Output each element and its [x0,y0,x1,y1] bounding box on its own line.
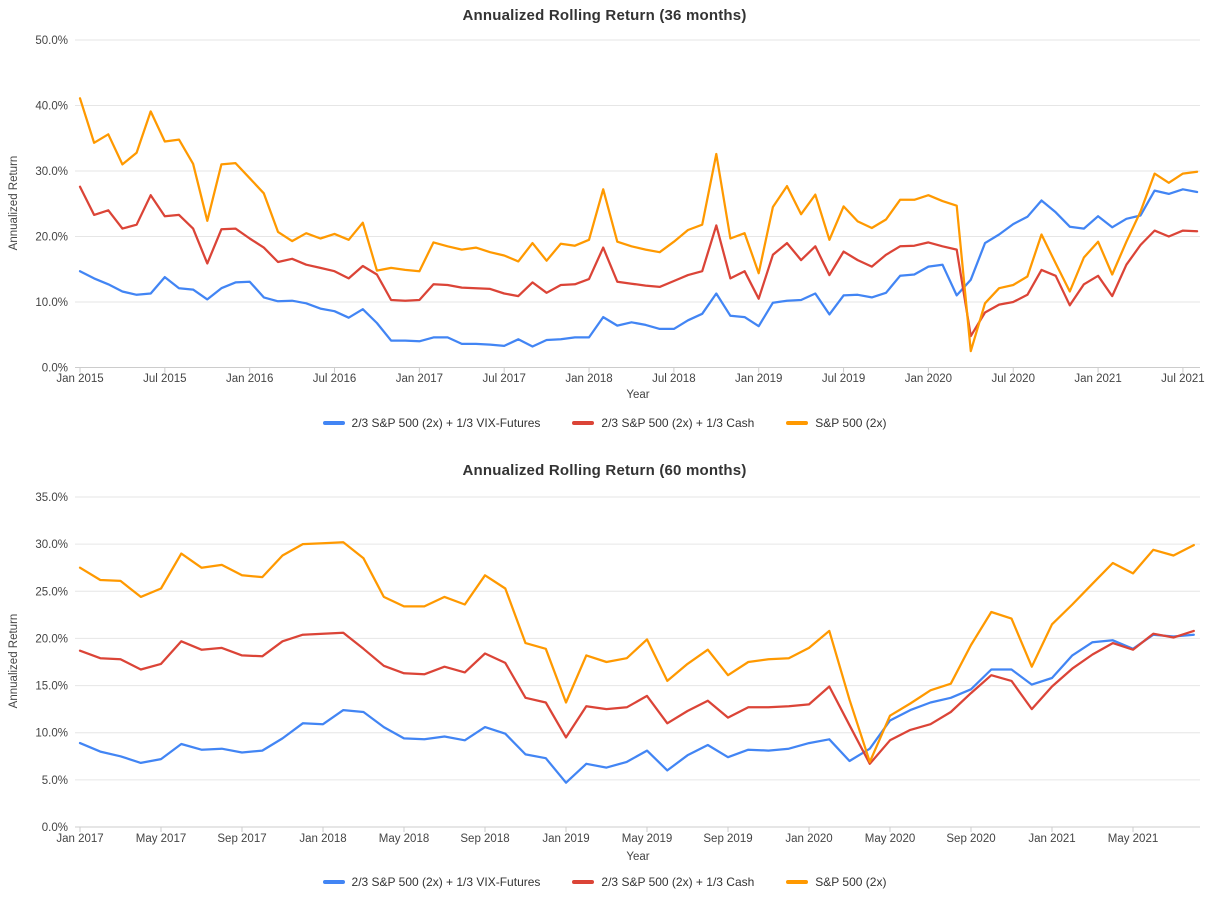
chart-60m-section: 0.0% 5.0% 10.0% 15.0% 20.0% 25.0% 30.0% 35.0% Ja… [0,455,1209,899]
x-tick-label: May 2021 [1108,833,1159,845]
series-sp500-2x-line[interactable] [78,541,1195,764]
y-tick-label: 20.0% [35,633,68,645]
x-tick-label: Jan 2019 [735,373,782,385]
x-tick-label: Jan 2019 [542,833,589,845]
y-tick-label: 15.0% [35,681,68,693]
legend-swatch [322,421,345,425]
chart-36m-x-axis-title: Year [626,389,650,401]
y-tick-label: 50.0% [35,35,68,47]
x-tick-label: Jan 2017 [396,373,443,385]
legend-swatch [322,880,345,884]
chart-60m-y-axis-title: Annualized Return [8,613,20,709]
series-sp500-2x-line[interactable] [78,97,1199,353]
chart-60m-plot-area[interactable]: 0.0% 5.0% 10.0% 15.0% 20.0% 25.0% 30.0% 35.0% Ja… [0,455,1209,899]
legend-item-series-sp500-cash[interactable]: 2/3 S&P 500 (2x) + 1/3 Cash [572,875,754,889]
y-tick-label: 30.0% [35,539,68,551]
chart-36m-y-axis-title: Annualized Return [8,155,20,251]
x-tick-label: May 2020 [865,833,916,845]
legend-label: S&P 500 (2x) [815,416,887,430]
chart-60m-x-axis-title: Year [626,851,650,863]
legend-label: S&P 500 (2x) [815,875,887,889]
y-tick-label: 0.0% [42,363,68,375]
chart-36m-title: Annualized Rolling Return (36 months) [462,7,747,24]
legend-label: 2/3 S&P 500 (2x) + 1/3 VIX-Futures [351,416,541,430]
x-tick-label: Jul 2020 [991,373,1034,385]
x-tick-label: Jul 2015 [143,373,186,385]
x-tick-label: Jan 2018 [565,373,612,385]
chart-60m-legend: 2/3 S&P 500 (2x) + 1/3 VIX-Futures 2/3 S&… [0,875,1209,889]
x-tick-label: Jan 2016 [226,373,273,385]
x-tick-label: Jan 2021 [1074,373,1121,385]
legend-item-series-sp500-vix[interactable]: 2/3 S&P 500 (2x) + 1/3 VIX-Futures [322,875,541,889]
x-tick-label: Jan 2020 [905,373,952,385]
legend-item-series-sp500-2x[interactable]: S&P 500 (2x) [786,416,886,430]
x-tick-label: Jul 2018 [652,373,695,385]
x-tick-label: Jul 2019 [822,373,865,385]
x-tick-label: Jul 2016 [313,373,356,385]
legend-label: 2/3 S&P 500 (2x) + 1/3 Cash [601,875,755,889]
y-tick-label: 0.0% [42,822,68,834]
x-tick-label: May 2019 [622,833,673,845]
legend-item-series-sp500-vix[interactable]: 2/3 S&P 500 (2x) + 1/3 VIX-Futures [322,416,541,430]
chart-36m-plot-area[interactable]: 0.0% 10.0% 20.0% 30.0% 40.0% 50.0% Jan 2015 Jul… [0,0,1209,455]
x-tick-label: Sep 2020 [946,833,995,845]
x-tick-label: Sep 2019 [703,833,752,845]
legend-swatch [572,421,595,425]
x-tick-label: Jan 2020 [785,833,832,845]
y-tick-label: 10.0% [35,297,68,309]
y-tick-label: 40.0% [35,101,68,113]
chart-60m-title: Annualized Rolling Return (60 months) [462,462,747,479]
y-tick-label: 35.0% [35,492,68,504]
legend-swatch [786,880,809,884]
legend-swatch [786,421,809,425]
x-tick-label: Jul 2017 [482,373,525,385]
y-tick-label: 10.0% [35,728,68,740]
series-sp500-cash-line[interactable] [78,629,1195,765]
y-tick-label: 25.0% [35,586,68,598]
y-tick-label: 5.0% [42,775,68,787]
x-tick-label: Jan 2021 [1028,833,1075,845]
legend-item-series-sp500-cash[interactable]: 2/3 S&P 500 (2x) + 1/3 Cash [572,416,754,430]
x-tick-label: Jan 2018 [299,833,346,845]
series-sp500-vix-line[interactable] [78,188,1199,348]
x-tick-label: Sep 2018 [460,833,509,845]
x-tick-label: May 2018 [379,833,430,845]
legend-swatch [572,880,595,884]
x-tick-label: May 2017 [136,833,187,845]
legend-item-series-sp500-2x[interactable]: S&P 500 (2x) [786,875,886,889]
chart-36m-legend: 2/3 S&P 500 (2x) + 1/3 VIX-Futures 2/3 S&… [0,416,1209,430]
legend-label: 2/3 S&P 500 (2x) + 1/3 VIX-Futures [351,875,541,889]
y-tick-label: 30.0% [35,166,68,178]
series-sp500-vix-line[interactable] [78,633,1195,784]
y-tick-label: 20.0% [35,232,68,244]
x-tick-label: Jan 2015 [56,373,103,385]
series-sp500-cash-line[interactable] [78,185,1199,338]
x-tick-label: Sep 2017 [217,833,266,845]
x-tick-label: Jan 2017 [56,833,103,845]
x-tick-label: Jul 2021 [1161,373,1204,385]
legend-label: 2/3 S&P 500 (2x) + 1/3 Cash [601,416,755,430]
chart-36m-section: 0.0% 10.0% 20.0% 30.0% 40.0% 50.0% Jan 2015 Jul… [0,0,1209,455]
